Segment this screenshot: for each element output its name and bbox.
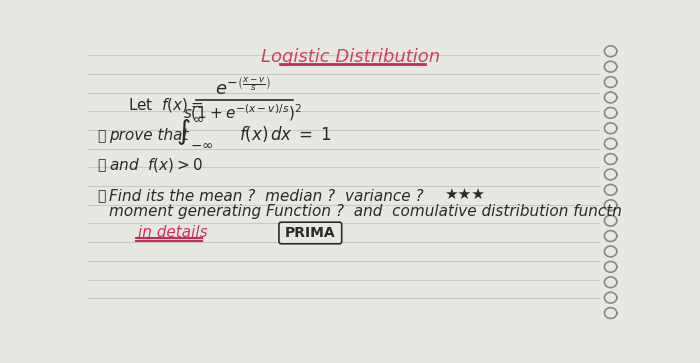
Text: Find its the mean ?  median ?  variance ?: Find its the mean ? median ? variance ?	[109, 188, 423, 204]
Text: $f(x)\, dx \;=\; 1$: $f(x)\, dx \;=\; 1$	[239, 125, 331, 144]
Text: prove that: prove that	[109, 129, 189, 143]
Text: ★★★: ★★★	[444, 187, 485, 202]
Text: in details: in details	[138, 225, 207, 240]
Text: $\int_{-\infty}^{\infty}$: $\int_{-\infty}^{\infty}$	[176, 115, 213, 148]
Text: Ⓐ: Ⓐ	[97, 129, 105, 143]
Text: PRIMA: PRIMA	[285, 226, 335, 240]
Text: Logistic Distribution: Logistic Distribution	[261, 48, 440, 66]
Text: $s(1 + e^{-(x-v)/s})^2$: $s(1 + e^{-(x-v)/s})^2$	[183, 102, 302, 123]
Text: Ⓒ: Ⓒ	[97, 189, 105, 203]
Text: Ⓑ: Ⓑ	[97, 158, 105, 172]
FancyBboxPatch shape	[279, 222, 342, 244]
Text: Let  $f(x) = $: Let $f(x) = $	[128, 96, 204, 114]
Text: $e^{-\left(\frac{x-v}{s}\right)}$: $e^{-\left(\frac{x-v}{s}\right)}$	[215, 77, 270, 99]
Text: and  $f(x) > 0$: and $f(x) > 0$	[109, 156, 203, 174]
Text: moment generating Function ?  and  comulative distribution functn: moment generating Function ? and comulat…	[109, 204, 622, 219]
